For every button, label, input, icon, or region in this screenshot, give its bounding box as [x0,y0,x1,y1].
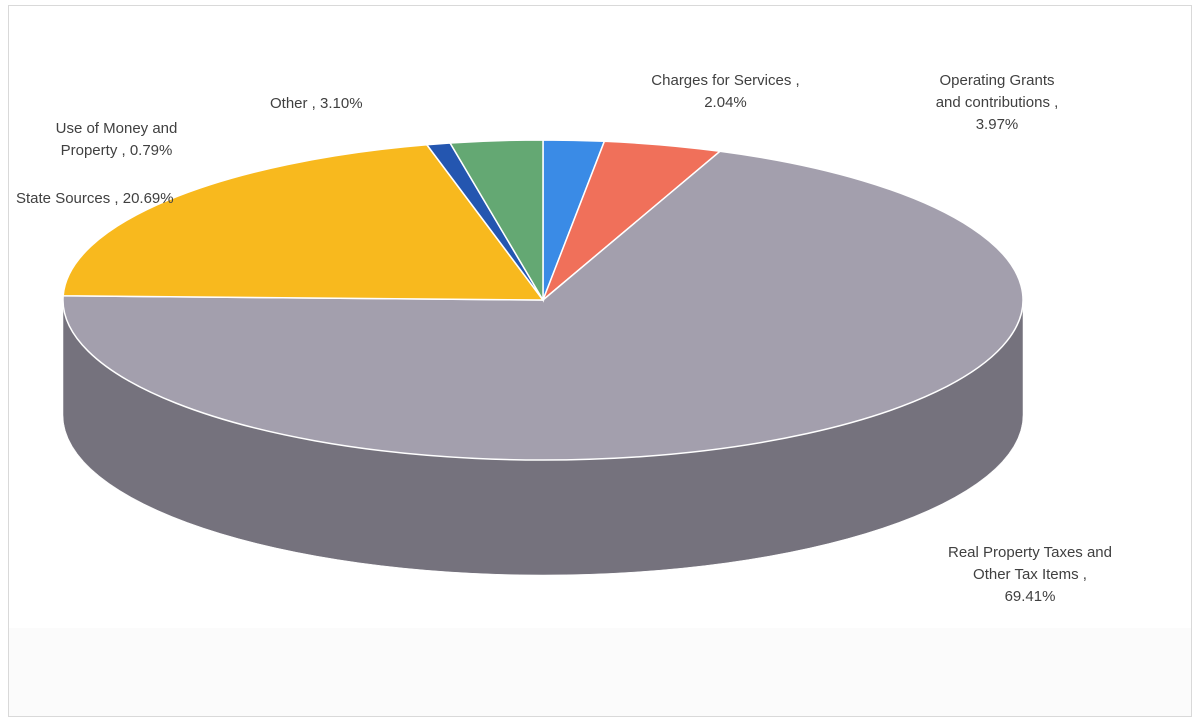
label-other: Other , 3.10% [270,95,363,112]
label-use-of-money: Use of Money and Property , 0.79% [55,120,178,159]
pie-slice-3 [62,143,545,301]
label-operating-grants: Operating Grants and contributions , 3.9… [935,72,1059,133]
label-real-property-taxes: Real Property Taxes and Other Tax Items … [948,544,1112,605]
pie-slice-2 [62,150,1024,461]
pie-top-faces [62,139,1024,461]
label-charges-for-services: Charges for Services , 2.04% [651,72,800,111]
chart-lower-band [9,628,1191,716]
pie-slice-5 [448,139,544,303]
label-state-sources: State Sources , 20.69% [16,190,174,207]
